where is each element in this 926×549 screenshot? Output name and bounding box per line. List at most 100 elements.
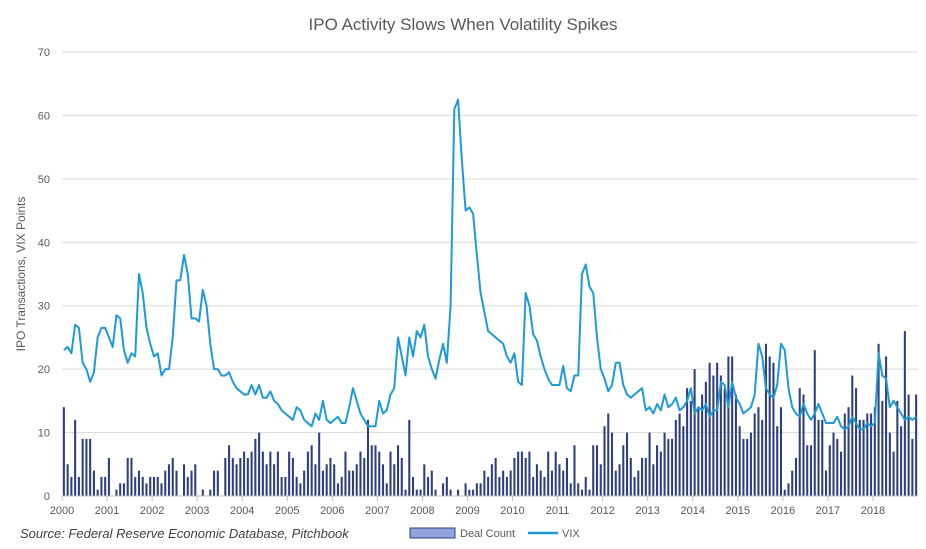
deal-count-bar [190,470,193,496]
deal-count-bar [809,445,813,496]
deal-count-bar [821,419,824,496]
deal-count-bar [66,464,69,496]
deal-count-bar [629,457,632,496]
deal-count-bar [77,476,80,496]
deal-count-bar [847,407,850,496]
deal-count-bar [224,457,227,496]
deal-count-bar [603,426,606,496]
deal-count-bar [70,476,73,496]
deal-count-bar [145,483,148,496]
deal-count-bar [524,457,527,496]
deal-count-bar [336,483,339,496]
deal-count-bar [764,343,767,496]
deal-count-bar [85,438,88,496]
legend: Deal Count VIX [409,527,580,540]
deal-count-bar [915,394,918,496]
deal-count-bar [693,369,696,496]
deal-count-bar [348,470,351,496]
deal-count-bar [494,457,497,496]
deal-count-bar [562,470,565,496]
deal-count-bar [92,470,95,496]
x-tick-label: 2018 [861,505,885,517]
deal-count-bar [858,419,861,496]
deal-count-bar [817,419,820,496]
deal-count-bar [866,413,869,496]
deal-count-bar [344,451,347,496]
deal-count-bar [520,451,523,496]
deal-count-bar [644,457,647,496]
deal-count-bar [100,476,103,496]
deal-count-bar [164,470,167,496]
deal-count-bar [130,457,133,496]
deal-count-bar [862,419,865,496]
deal-count-bar [716,362,719,496]
deal-count-bar [89,438,92,496]
deal-count-bar [746,438,749,496]
deal-count-bar [472,489,475,496]
y-tick-label: 10 [38,428,50,440]
x-tick-label: 2008 [410,505,434,517]
deal-count-bar [656,445,659,496]
deal-count-bar [194,464,197,496]
deal-count-bar [303,470,306,496]
deal-count-bar [115,489,118,496]
deal-count-bar [258,432,261,496]
deal-count-bar [498,476,501,496]
deal-count-bar [783,489,786,496]
deal-count-bar [727,356,730,496]
deal-count-bar [351,470,354,496]
deal-count-bar [776,426,779,496]
deal-count-bar [607,413,610,496]
deal-count-bar [250,451,253,496]
x-tick-label: 2010 [500,505,524,517]
deal-count-bar [652,464,655,496]
deal-count-bar [648,432,651,496]
deal-count-bar [779,407,782,496]
deal-count-bar [434,489,437,496]
deal-count-bar [885,356,888,496]
deal-count-bar [419,489,422,496]
deal-count-bar [468,489,471,496]
vix-line [63,98,917,431]
deal-count-bar [280,476,283,496]
deal-count-bar [134,476,137,496]
source-note: Source: Federal Reserve Economic Databas… [20,526,350,541]
deal-count-bar [813,350,816,496]
deal-count-bar [633,476,636,496]
deal-count-bar [802,394,805,496]
deal-count-bar [592,445,595,496]
deal-count-bar [370,445,373,496]
deal-count-bar [569,483,572,496]
y-tick-label: 50 [38,174,50,186]
deal-count-bar [573,445,576,496]
deal-count-bar [81,438,84,496]
deal-count-bar [449,489,452,496]
deal-count-bar [734,394,737,496]
deal-count-bar [757,407,760,496]
deal-count-bar [840,451,843,496]
deal-count-bar [483,470,486,496]
deal-count-bar [378,451,381,496]
x-tick-label: 2012 [590,505,614,517]
legend-deal-count-label: Deal Count [460,528,515,540]
legend-deal-count-swatch [409,527,456,539]
deal-count-bar [678,413,681,496]
deal-count-bar [415,489,418,496]
deal-count-bar [254,438,257,496]
deal-count-bar [641,457,644,496]
deal-count-bar [911,438,914,496]
deal-count-bar [595,445,599,496]
deal-count-bar [295,476,298,496]
deal-count-bar [907,394,910,496]
deal-count-bar [761,419,764,496]
deal-count-bar [855,388,858,496]
deal-count-bar [674,419,677,496]
deal-count-bar [310,445,313,496]
deal-count-bar [355,464,358,496]
x-tick-label: 2016 [771,505,795,517]
deal-count-bar [663,432,666,496]
deal-count-bar [228,445,231,496]
deal-count-bar [299,483,302,496]
deal-count-bar [701,394,704,496]
x-tick-label: 2013 [635,505,659,517]
